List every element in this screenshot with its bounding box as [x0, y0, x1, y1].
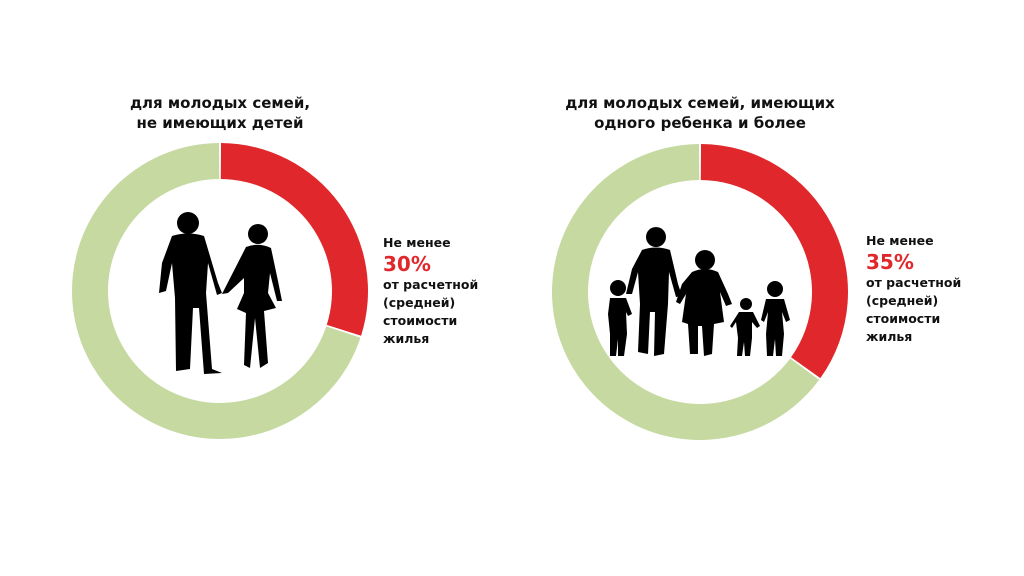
- donut-left-slice-red: [220, 143, 368, 336]
- annotation-left-percent: 30%: [383, 252, 431, 276]
- family-silhouette-icon: [608, 227, 790, 356]
- chart-title-left-line-1: для молодых семей,: [129, 94, 311, 112]
- annotation-right-prefix: Не менее: [866, 233, 934, 248]
- chart-title-right: для молодых семей, имеющих одного ребенк…: [538, 93, 862, 133]
- donut-right-slice-red: [700, 144, 848, 379]
- annotation-left-line-2: (средней): [383, 295, 456, 310]
- chart-title-left: для молодых семей, не имеющих детей: [70, 93, 370, 133]
- annotation-left-line-4: жилья: [383, 331, 430, 346]
- annotation-left-prefix: Не менее: [383, 235, 451, 250]
- annotation-left: Не менее 30% от расчетной (средней) стои…: [383, 234, 478, 348]
- annotation-right-line-1: от расчетной: [866, 275, 962, 290]
- donut-chart-right: [552, 144, 848, 440]
- annotation-left-line-1: от расчетной: [383, 277, 479, 292]
- annotation-left-line-3: стоимости: [383, 313, 458, 328]
- annotation-right-line-3: стоимости: [866, 311, 941, 326]
- annotation-right-line-2: (средней): [866, 293, 939, 308]
- annotation-right-line-4: жилья: [866, 329, 913, 344]
- chart-title-left-line-2: не имеющих детей: [136, 114, 304, 132]
- annotation-right-percent: 35%: [866, 250, 914, 274]
- chart-title-right-line-1: для молодых семей, имеющих: [565, 94, 835, 112]
- annotation-right: Не менее 35% от расчетной (средней) стои…: [866, 232, 961, 346]
- chart-title-right-line-2: одного ребенка и более: [594, 114, 806, 132]
- couple-silhouette-icon: [159, 212, 282, 374]
- donut-chart-left: [72, 143, 368, 439]
